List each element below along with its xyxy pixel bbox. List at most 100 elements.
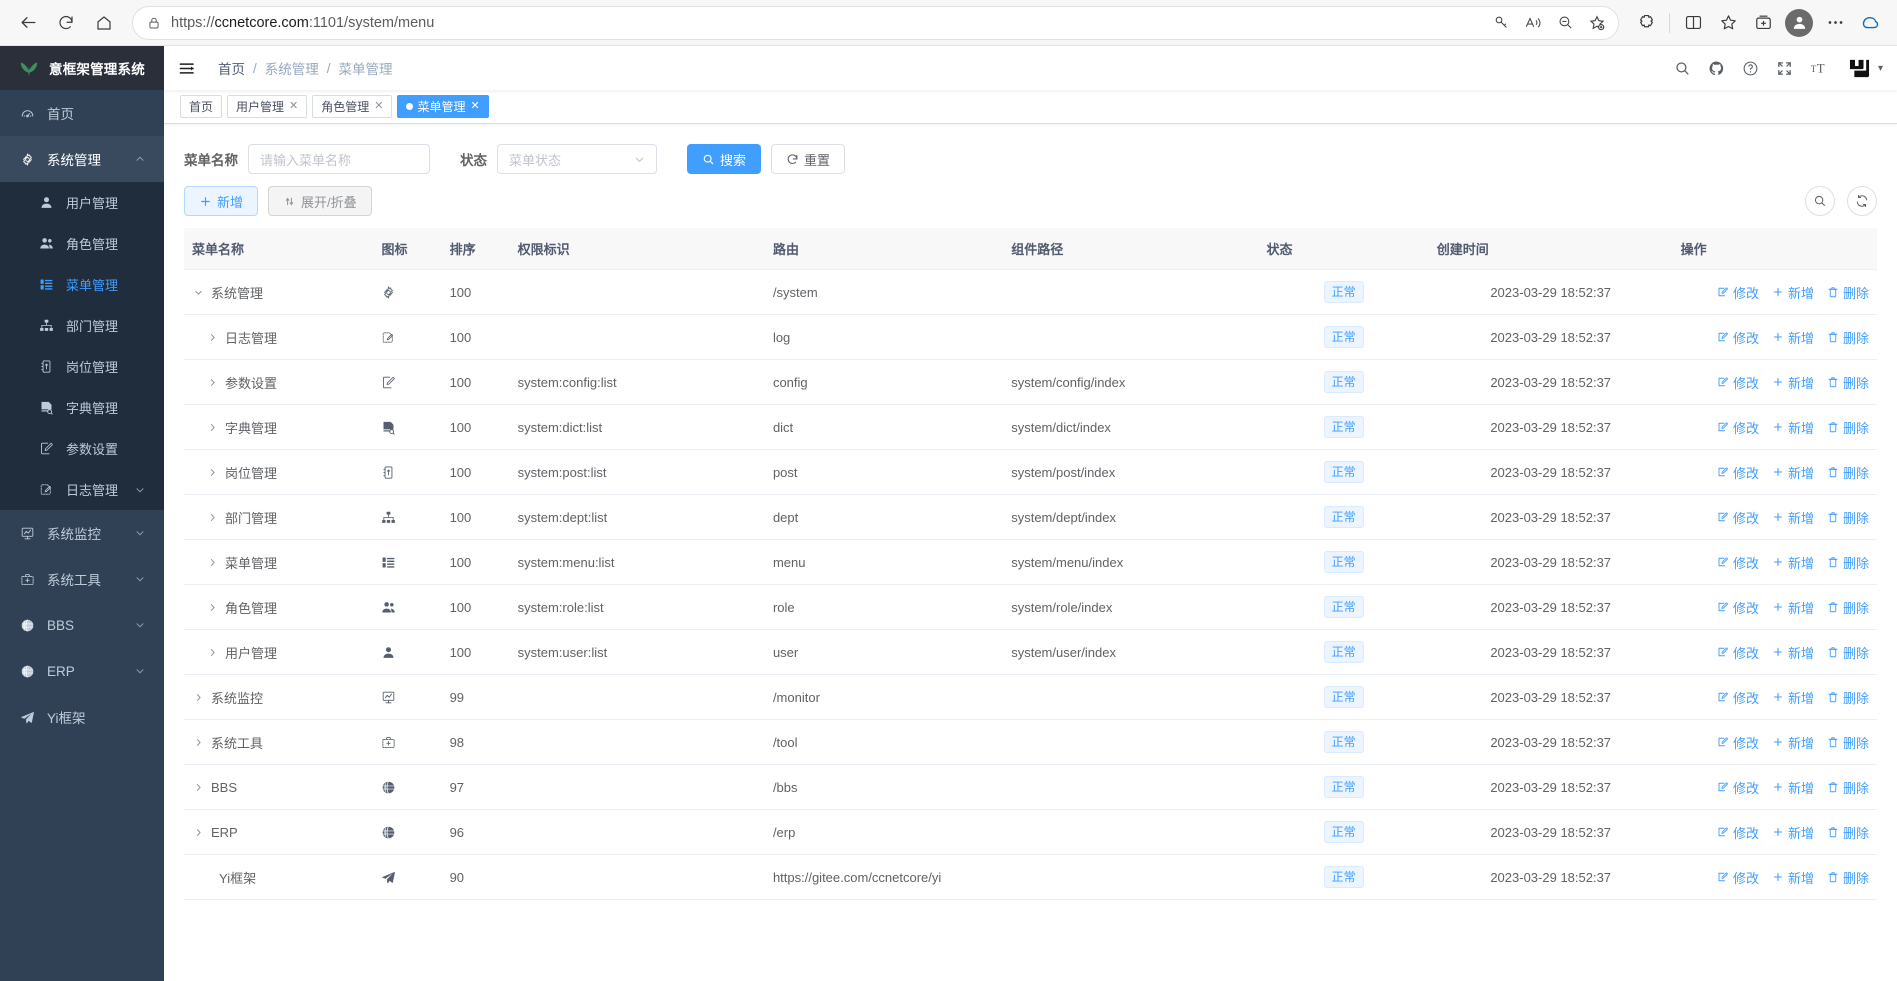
search-icon[interactable]: [1674, 60, 1691, 77]
copilot-icon[interactable]: [1853, 6, 1887, 40]
status-select[interactable]: 菜单状态: [497, 144, 657, 174]
sidebar-item-5[interactable]: 部门管理: [0, 305, 164, 346]
sidebar-item-9[interactable]: 日志管理: [0, 469, 164, 510]
extensions-icon[interactable]: [1629, 6, 1663, 40]
edit-link[interactable]: 修改: [1717, 328, 1759, 347]
sidebar-item-7[interactable]: 字典管理: [0, 387, 164, 428]
delete-link[interactable]: 删除: [1827, 643, 1869, 662]
tree-toggle-right-icon[interactable]: [192, 827, 205, 838]
sidebar-item-4[interactable]: 菜单管理: [0, 264, 164, 305]
breadcrumb-item-0[interactable]: 首页: [218, 62, 245, 77]
tree-toggle-right-icon[interactable]: [192, 782, 205, 793]
edit-link[interactable]: 修改: [1717, 643, 1759, 662]
sidebar-item-2[interactable]: 用户管理: [0, 182, 164, 223]
edit-link[interactable]: 修改: [1717, 778, 1759, 797]
edit-link[interactable]: 修改: [1717, 868, 1759, 887]
sidebar-item-0[interactable]: 首页: [0, 90, 164, 136]
sidebar-item-8[interactable]: 参数设置: [0, 428, 164, 469]
table-row[interactable]: 菜单管理 100 system:menu:list menu system/menu/i…: [184, 539, 1877, 585]
tree-toggle-right-icon[interactable]: [192, 692, 205, 703]
add-link[interactable]: 新增: [1772, 373, 1814, 392]
table-search-icon[interactable]: [1805, 186, 1835, 216]
sidebar-logo[interactable]: 意框架管理系统: [0, 46, 164, 90]
add-link[interactable]: 新增: [1772, 598, 1814, 617]
delete-link[interactable]: 删除: [1827, 463, 1869, 482]
edit-link[interactable]: 修改: [1717, 688, 1759, 707]
expand-collapse-button[interactable]: 展开/折叠: [268, 186, 372, 216]
table-refresh-icon[interactable]: [1847, 186, 1877, 216]
profile-avatar[interactable]: [1785, 8, 1813, 37]
edit-link[interactable]: 修改: [1717, 508, 1759, 527]
collections-icon[interactable]: [1746, 6, 1780, 40]
table-row[interactable]: 系统工具 98/tool 正常 2023-03-29 18:52:37 修改 新增 删除: [184, 719, 1877, 765]
tag-item-0[interactable]: 首页: [180, 95, 223, 118]
table-row[interactable]: BBS 97/bbs 正常 2023-03-29 18:52:37 修改 新增 删除: [184, 764, 1877, 810]
edit-link[interactable]: 修改: [1717, 283, 1759, 302]
delete-link[interactable]: 删除: [1827, 823, 1869, 842]
sidebar-item-13[interactable]: ERP: [0, 648, 164, 694]
add-link[interactable]: 新增: [1772, 508, 1814, 527]
table-row[interactable]: 岗位管理 100 system:post:list post system/post/i…: [184, 449, 1877, 495]
sidebar-toggle-icon[interactable]: [178, 59, 200, 78]
edit-link[interactable]: 修改: [1717, 463, 1759, 482]
add-link[interactable]: 新增: [1772, 463, 1814, 482]
add-link[interactable]: 新增: [1772, 778, 1814, 797]
favorites-icon[interactable]: [1711, 6, 1745, 40]
table-row[interactable]: ERP 96/erp 正常 2023-03-29 18:52:37 修改 新增 删除: [184, 809, 1877, 855]
delete-link[interactable]: 删除: [1827, 598, 1869, 617]
table-row[interactable]: 参数设置 100 system:config:list config system/co…: [184, 359, 1877, 405]
table-row[interactable]: 角色管理 100 system:role:list role system/role/i…: [184, 584, 1877, 630]
sidebar-item-1[interactable]: 系统管理: [0, 136, 164, 182]
github-icon[interactable]: [1708, 60, 1725, 77]
table-row[interactable]: 系统监控 99/monitor 正常 2023-03-29 18:52:37 修改 新增 删…: [184, 674, 1877, 720]
address-bar[interactable]: https://ccnetcore.com:1101/system/menu: [132, 5, 1619, 40]
tree-toggle-right-icon[interactable]: [206, 377, 219, 388]
tree-toggle-right-icon[interactable]: [206, 602, 219, 613]
breadcrumb-item-1[interactable]: 系统管理: [264, 62, 319, 77]
tag-item-2[interactable]: 角色管理 ✕: [312, 95, 393, 118]
tree-toggle-down-icon[interactable]: [192, 287, 205, 298]
help-icon[interactable]: [1742, 60, 1759, 77]
sidebar-item-3[interactable]: 角色管理: [0, 223, 164, 264]
split-screen-icon[interactable]: [1676, 6, 1710, 40]
tree-toggle-right-icon[interactable]: [206, 332, 219, 343]
delete-link[interactable]: 删除: [1827, 418, 1869, 437]
edit-link[interactable]: 修改: [1717, 553, 1759, 572]
password-key-icon[interactable]: [1486, 8, 1516, 38]
tag-close-icon[interactable]: ✕: [289, 100, 299, 112]
add-link[interactable]: 新增: [1772, 643, 1814, 662]
table-row[interactable]: 系统管理 100/system 正常 2023-03-29 18:52:37 修改 新增 删…: [184, 269, 1877, 315]
delete-link[interactable]: 删除: [1827, 283, 1869, 302]
refresh-button[interactable]: [48, 5, 84, 41]
edit-link[interactable]: 修改: [1717, 598, 1759, 617]
add-link[interactable]: 新增: [1772, 688, 1814, 707]
add-link[interactable]: 新增: [1772, 283, 1814, 302]
table-row[interactable]: Yi框架 90 https://gitee.com/ccnetcore/yi 正常 20…: [184, 854, 1877, 900]
add-link[interactable]: 新增: [1772, 823, 1814, 842]
edit-link[interactable]: 修改: [1717, 823, 1759, 842]
tree-toggle-right-icon[interactable]: [206, 422, 219, 433]
sidebar-item-14[interactable]: Yi框架: [0, 694, 164, 740]
add-link[interactable]: 新增: [1772, 328, 1814, 347]
table-row[interactable]: 用户管理 100 system:user:list user system/user/i…: [184, 629, 1877, 675]
table-row[interactable]: 部门管理 100 system:dept:list dept system/dept/i…: [184, 494, 1877, 540]
tag-item-1[interactable]: 用户管理 ✕: [227, 95, 308, 118]
menu-name-input[interactable]: 请输入菜单名称: [248, 144, 430, 174]
sidebar-item-11[interactable]: 系统工具: [0, 556, 164, 602]
sidebar-item-10[interactable]: 系统监控: [0, 510, 164, 556]
table-row[interactable]: 日志管理 100 log 正常 2023-03-29 18:52:37 修改 新增 删除: [184, 314, 1877, 360]
edit-link[interactable]: 修改: [1717, 733, 1759, 752]
tree-toggle-right-icon[interactable]: [206, 647, 219, 658]
add-link[interactable]: 新增: [1772, 418, 1814, 437]
tag-close-icon[interactable]: ✕: [374, 100, 384, 112]
add-favorite-icon[interactable]: [1582, 8, 1612, 38]
delete-link[interactable]: 删除: [1827, 778, 1869, 797]
delete-link[interactable]: 删除: [1827, 868, 1869, 887]
tag-item-3[interactable]: 菜单管理 ✕: [397, 95, 489, 118]
home-button[interactable]: [86, 5, 122, 41]
tree-toggle-right-icon[interactable]: [192, 737, 205, 748]
delete-link[interactable]: 删除: [1827, 688, 1869, 707]
delete-link[interactable]: 删除: [1827, 373, 1869, 392]
user-brand-avatar[interactable]: ▾: [1848, 58, 1883, 79]
